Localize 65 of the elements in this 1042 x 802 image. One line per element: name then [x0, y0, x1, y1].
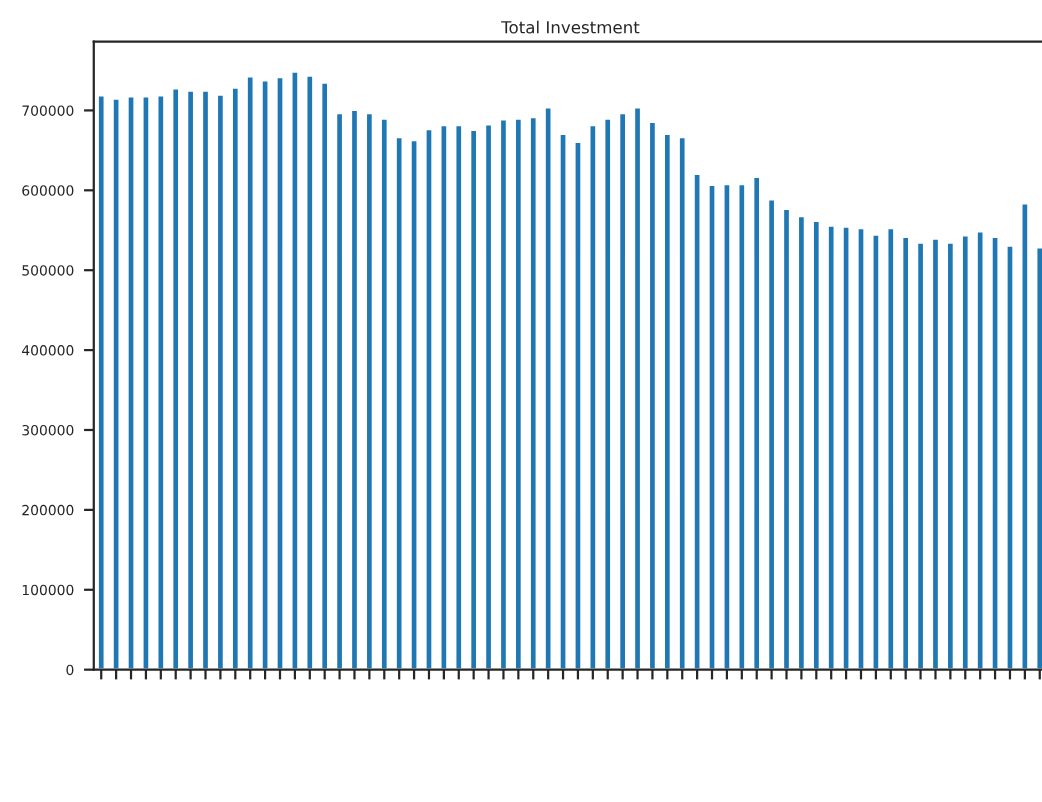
bar — [170, 86, 181, 670]
bar — [796, 214, 807, 670]
bar — [111, 97, 122, 670]
bar — [125, 94, 137, 670]
bar — [930, 236, 941, 670]
bar — [259, 78, 271, 670]
bar — [438, 123, 449, 670]
bar — [706, 183, 718, 670]
bar — [408, 138, 420, 670]
bar — [647, 120, 658, 670]
bar — [632, 105, 643, 670]
bar — [289, 69, 301, 670]
bar — [855, 226, 867, 670]
bar — [543, 105, 554, 670]
bar — [245, 74, 256, 670]
bar — [453, 123, 464, 670]
bar — [766, 197, 777, 670]
bar — [736, 182, 747, 670]
bar — [185, 89, 196, 670]
bar — [840, 224, 852, 670]
bar — [1004, 244, 1016, 670]
bar — [662, 132, 673, 670]
bar — [617, 111, 628, 670]
bar — [900, 235, 911, 670]
bar — [349, 108, 360, 670]
bar — [304, 73, 315, 670]
bar — [572, 140, 584, 670]
bar — [602, 117, 613, 670]
bar — [1034, 245, 1042, 670]
bar — [677, 135, 688, 670]
bar — [215, 93, 226, 670]
bar — [230, 85, 241, 670]
chart-title: Total Investment — [501, 20, 640, 34]
bar — [870, 232, 881, 670]
bar — [692, 172, 703, 670]
bar — [528, 115, 539, 670]
bar — [975, 229, 986, 670]
bar — [334, 111, 345, 670]
bar — [394, 135, 405, 670]
bar — [140, 94, 152, 670]
bar — [200, 89, 211, 670]
bar — [960, 233, 971, 670]
bar — [319, 81, 330, 670]
bar — [557, 132, 569, 670]
bar — [587, 123, 598, 670]
bar — [364, 111, 375, 670]
bar — [513, 117, 524, 670]
bar — [781, 207, 792, 670]
bar — [945, 240, 956, 670]
bar — [498, 117, 509, 670]
bar — [423, 127, 435, 670]
bar — [274, 75, 286, 670]
bar — [96, 93, 107, 670]
bar — [483, 122, 494, 670]
bar — [155, 93, 166, 670]
bar — [811, 219, 822, 670]
bar — [826, 224, 837, 670]
bar — [1019, 201, 1030, 670]
bar — [379, 117, 390, 670]
bar — [915, 240, 926, 670]
bar — [721, 182, 733, 670]
bar — [885, 226, 896, 670]
bar — [468, 128, 479, 670]
bar — [989, 235, 1001, 670]
bar — [751, 175, 762, 670]
